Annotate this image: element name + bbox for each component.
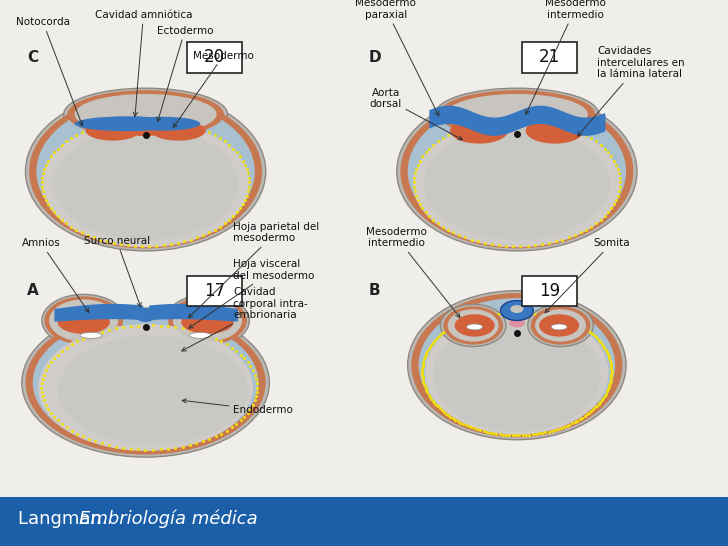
Ellipse shape	[424, 128, 610, 240]
Ellipse shape	[526, 118, 584, 144]
Text: C: C	[27, 50, 39, 64]
Text: Embriología médica: Embriología médica	[79, 509, 257, 528]
Ellipse shape	[80, 333, 102, 339]
Ellipse shape	[450, 118, 508, 144]
Ellipse shape	[25, 92, 266, 251]
Ellipse shape	[467, 324, 483, 330]
Ellipse shape	[510, 305, 523, 313]
Text: Aorta
dorsal: Aorta dorsal	[370, 88, 462, 140]
Ellipse shape	[454, 314, 495, 337]
Ellipse shape	[173, 299, 242, 342]
Ellipse shape	[440, 304, 506, 347]
Text: B: B	[369, 283, 381, 298]
Ellipse shape	[425, 311, 609, 435]
Ellipse shape	[408, 99, 626, 244]
Text: 21: 21	[539, 48, 561, 66]
Ellipse shape	[49, 299, 118, 342]
Ellipse shape	[122, 122, 169, 136]
Ellipse shape	[189, 333, 211, 339]
Ellipse shape	[36, 99, 255, 244]
Ellipse shape	[438, 90, 596, 138]
Ellipse shape	[448, 309, 499, 342]
Text: 17: 17	[204, 282, 226, 300]
FancyBboxPatch shape	[522, 276, 577, 306]
Ellipse shape	[33, 316, 258, 450]
Ellipse shape	[64, 88, 227, 140]
Ellipse shape	[413, 121, 620, 247]
Text: 19: 19	[539, 282, 561, 300]
Text: Mesodermo
intermedio: Mesodermo intermedio	[526, 0, 606, 114]
Ellipse shape	[44, 296, 123, 345]
Ellipse shape	[42, 294, 126, 347]
Ellipse shape	[551, 324, 567, 330]
Ellipse shape	[58, 310, 110, 334]
Ellipse shape	[181, 310, 234, 334]
Ellipse shape	[86, 121, 141, 141]
Text: Langman.: Langman.	[18, 510, 114, 527]
Text: Cavidad
corporal intra-
embrionaria: Cavidad corporal intra- embrionaria	[182, 287, 308, 351]
Text: Mesodermo
paraxial: Mesodermo paraxial	[355, 0, 439, 116]
Ellipse shape	[151, 121, 206, 141]
Ellipse shape	[58, 335, 248, 444]
FancyBboxPatch shape	[187, 42, 242, 73]
FancyBboxPatch shape	[522, 42, 577, 73]
Text: Mesodermo
intermedio: Mesodermo intermedio	[366, 227, 460, 317]
Ellipse shape	[168, 296, 247, 345]
Text: Hoja visceral
del mesodermo: Hoja visceral del mesodermo	[189, 259, 314, 328]
Ellipse shape	[400, 94, 633, 248]
Ellipse shape	[509, 318, 525, 328]
Ellipse shape	[39, 324, 253, 451]
Ellipse shape	[433, 318, 601, 432]
Text: Hoja parietal del
mesodermo: Hoja parietal del mesodermo	[189, 222, 319, 318]
FancyBboxPatch shape	[187, 276, 242, 306]
Text: A: A	[27, 283, 39, 298]
Ellipse shape	[52, 128, 239, 240]
Ellipse shape	[67, 90, 224, 138]
Ellipse shape	[25, 311, 266, 455]
Ellipse shape	[528, 304, 593, 347]
Ellipse shape	[408, 290, 626, 440]
Text: Surco neural: Surco neural	[84, 236, 150, 307]
Text: D: D	[368, 50, 381, 64]
Ellipse shape	[501, 301, 533, 321]
Ellipse shape	[419, 298, 615, 432]
Ellipse shape	[397, 92, 637, 251]
Text: Cavidades
intercelulares en
la lámina lateral: Cavidades intercelulares en la lámina la…	[577, 46, 684, 136]
Ellipse shape	[535, 309, 586, 342]
Ellipse shape	[531, 306, 590, 345]
Text: Somita: Somita	[545, 239, 630, 313]
Ellipse shape	[166, 294, 250, 347]
Ellipse shape	[22, 308, 269, 457]
Ellipse shape	[539, 314, 579, 337]
Ellipse shape	[42, 121, 249, 247]
Text: Ectodermo: Ectodermo	[157, 26, 213, 122]
Text: Cavidad amniótica: Cavidad amniótica	[95, 10, 192, 116]
Text: 20: 20	[204, 48, 226, 66]
Text: Notocorda: Notocorda	[16, 17, 83, 126]
Text: Endodermo: Endodermo	[182, 399, 293, 415]
Ellipse shape	[75, 116, 181, 131]
Text: Amnios: Amnios	[22, 239, 89, 312]
Ellipse shape	[411, 293, 622, 437]
Ellipse shape	[443, 306, 503, 345]
Ellipse shape	[435, 88, 598, 140]
Ellipse shape	[135, 308, 157, 322]
Ellipse shape	[127, 117, 200, 130]
Ellipse shape	[29, 94, 262, 248]
Ellipse shape	[446, 94, 588, 135]
Ellipse shape	[74, 94, 217, 135]
Text: Mesodermo: Mesodermo	[173, 51, 254, 128]
